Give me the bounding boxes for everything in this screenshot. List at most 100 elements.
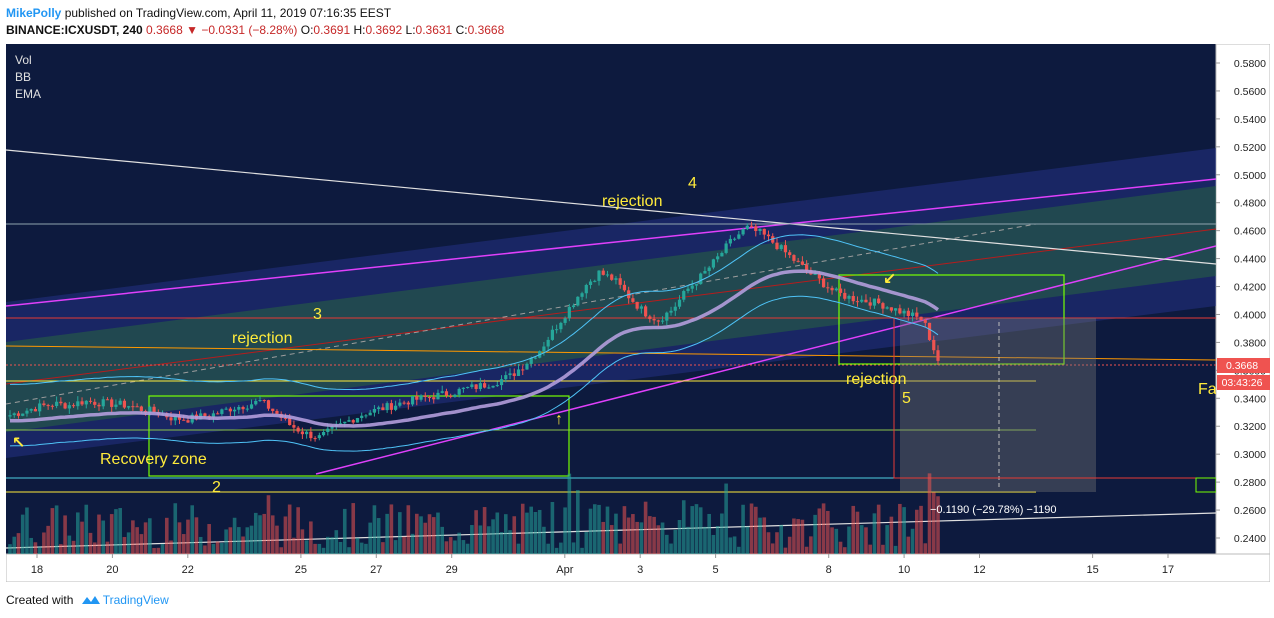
volume-bar <box>482 507 487 554</box>
candle-body <box>796 260 800 262</box>
volume-bar <box>656 525 661 554</box>
recovery-zone-box <box>148 395 570 477</box>
volume-bar <box>648 516 652 554</box>
candle-body <box>427 397 432 399</box>
time-scale: 18 20 22 25 27 29 Apr 3 5 8 10 12 15 17 <box>31 554 1174 576</box>
price-tick-label: 0.3200 <box>1234 421 1266 433</box>
volume-bar <box>830 527 834 554</box>
volume-bar <box>804 546 809 554</box>
candle-body <box>355 418 360 423</box>
volume-bar <box>885 525 889 554</box>
candle-body <box>131 406 135 408</box>
candle-body <box>593 280 597 282</box>
candle-body <box>377 407 381 410</box>
price-tick-label: 0.2600 <box>1234 505 1266 517</box>
candle-body <box>720 252 724 257</box>
volume-bar <box>321 547 326 554</box>
rejection-zone-box <box>838 274 1065 365</box>
annotation-3: 3 <box>313 306 322 323</box>
indicator-ema[interactable]: EMA <box>15 87 41 101</box>
volume-bar <box>817 508 822 554</box>
volume-bar <box>673 529 678 554</box>
candle-body <box>563 318 567 323</box>
candle-body <box>410 396 415 405</box>
candle-body <box>55 401 59 407</box>
candle-body <box>249 404 254 409</box>
volume-bar <box>326 536 330 554</box>
target-marker <box>1195 477 1216 493</box>
price-axis <box>1215 44 1270 555</box>
volume-bar <box>554 547 559 554</box>
candle-body <box>16 413 21 416</box>
author-link[interactable]: MikePolly <box>6 6 62 20</box>
candle-body <box>788 252 792 256</box>
volume-bar <box>470 525 474 554</box>
candle-body <box>330 426 334 429</box>
volume-bar <box>631 514 635 554</box>
volume-bar <box>800 519 805 554</box>
volume-bar <box>626 517 631 554</box>
volume-bar <box>402 536 406 554</box>
volume-bar <box>529 506 534 554</box>
volume-bar <box>520 503 525 554</box>
volume-bar <box>190 505 195 554</box>
volume-bar <box>334 530 339 554</box>
volume-bar <box>728 537 733 554</box>
volume-bar <box>516 543 521 554</box>
candle-body <box>805 264 809 271</box>
volume-bar <box>385 513 389 554</box>
volume-bar <box>915 509 919 554</box>
volume-bar <box>703 526 707 554</box>
candle-body <box>317 435 321 439</box>
volume-bar <box>118 508 122 554</box>
candle-body <box>521 369 525 371</box>
candle-body <box>135 406 139 408</box>
volume-bar <box>749 503 754 554</box>
volume-bar <box>262 513 267 554</box>
time-tick-label: 15 <box>1086 564 1098 576</box>
volume-bar <box>80 521 84 554</box>
volume-bar <box>851 505 856 554</box>
volume-bar <box>351 503 356 554</box>
candle-body <box>262 399 266 401</box>
indicator-bb[interactable]: BB <box>15 70 31 84</box>
volume-bar <box>614 513 618 554</box>
volume-bar <box>864 527 868 554</box>
candle-body <box>881 303 885 309</box>
volume-bar <box>732 536 737 554</box>
price-chart[interactable]: ↖ ↑ ↙ rejection 3 rejection 4 rejection … <box>6 44 1270 582</box>
candle-body <box>567 307 571 319</box>
time-tick-label: Apr <box>556 564 573 576</box>
candle-body <box>224 408 228 410</box>
candle-body <box>139 406 143 411</box>
volume-bar <box>423 522 428 554</box>
symbol-name[interactable]: BINANCE:ICXUSDT, 240 <box>6 23 143 37</box>
volume-bar <box>745 526 750 554</box>
volume-bar <box>224 529 228 554</box>
volume-bar <box>8 544 12 554</box>
candle-body <box>728 238 732 244</box>
volume-bar <box>304 540 309 554</box>
tradingview-link[interactable]: TradingView <box>102 593 169 607</box>
volume-bar <box>677 519 682 554</box>
candle-body <box>76 401 80 407</box>
candle-body <box>444 391 449 396</box>
candle-body <box>762 228 766 235</box>
volume-bar <box>813 514 817 554</box>
candle-body <box>546 339 550 347</box>
time-tick-label: 10 <box>898 564 910 576</box>
candle-body <box>296 427 300 432</box>
candle-body <box>648 316 652 319</box>
volume-bar <box>910 528 915 554</box>
candle-body <box>466 386 470 388</box>
candle-body <box>71 405 76 407</box>
candle-body <box>847 295 851 299</box>
volume-bar <box>25 507 29 554</box>
volume-bar <box>63 515 67 554</box>
indicator-vol[interactable]: Vol <box>15 53 32 67</box>
candle-body <box>186 420 190 423</box>
candle-body <box>436 392 440 400</box>
volume-bar <box>533 512 538 554</box>
volume-bar <box>453 540 457 554</box>
candle-body <box>449 395 453 397</box>
